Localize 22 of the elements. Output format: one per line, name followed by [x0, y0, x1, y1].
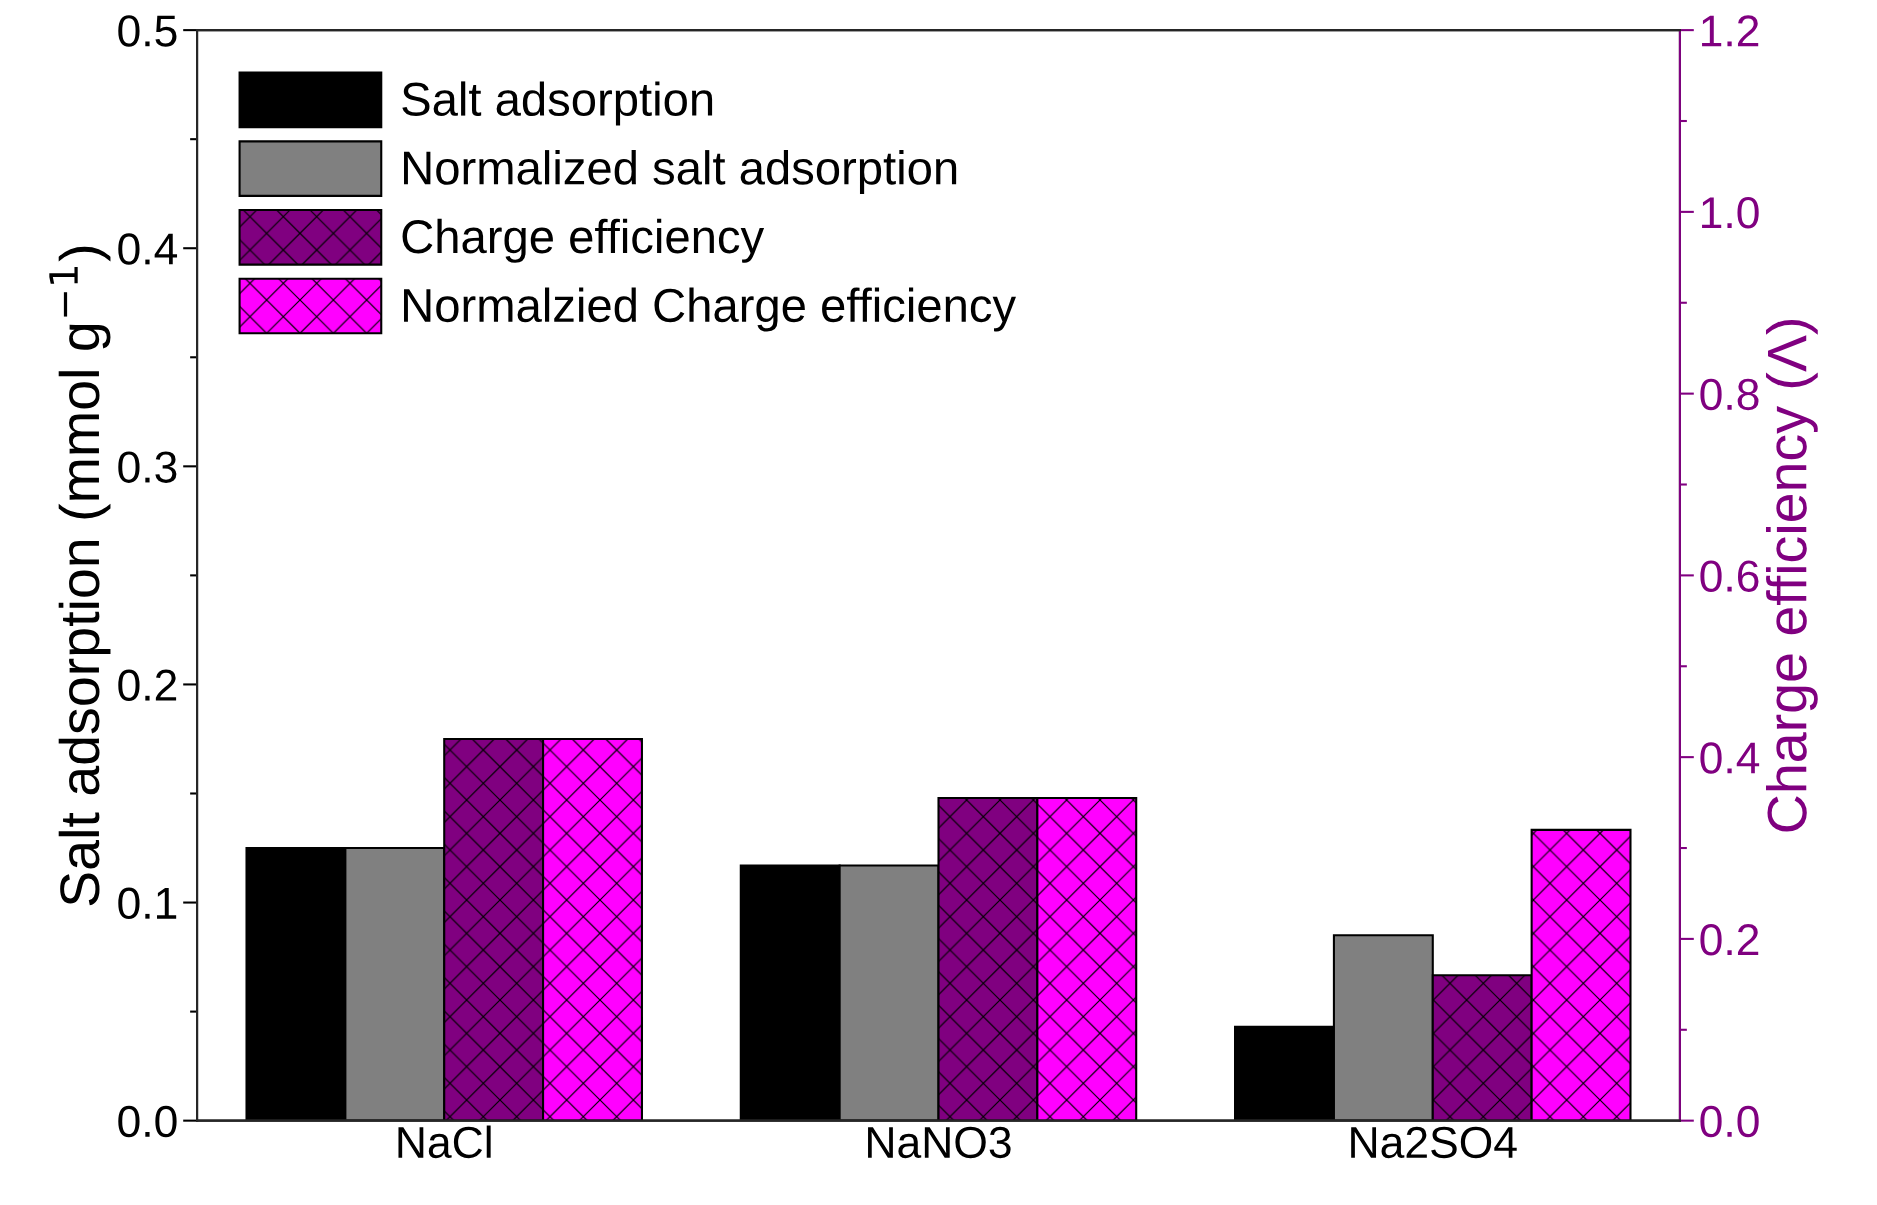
y2-tick-label: 1.0	[1702, 196, 1759, 229]
y-tick-label: 0.3	[118, 451, 177, 483]
legend-label: Charge efficiency	[402, 218, 765, 263]
y2-tick-label: 0.8	[1700, 378, 1759, 411]
y2-tick-label: 1.2	[1702, 15, 1759, 47]
y2-axis-title: Charge efficiency (Λ)	[1766, 319, 1818, 832]
x-tick-label: NaNO3	[868, 1126, 1011, 1159]
y2-tick-label: 0.0	[1700, 1105, 1759, 1138]
y-tick-label: 0.0	[118, 1105, 177, 1138]
y2-tick-label: 0.4	[1700, 742, 1760, 774]
x-tick-label: NaCl	[398, 1125, 491, 1159]
legend-label: Salt adsorption	[402, 81, 713, 126]
y-tick-label: 0.5	[118, 15, 177, 47]
y-tick-label: 0.2	[118, 669, 177, 701]
y2-tick-label: 0.2	[1700, 923, 1759, 956]
y2-tick-label: 0.6	[1700, 560, 1759, 592]
legend-label: Normalized salt adsorption	[404, 150, 957, 195]
y-axis-title: Salt adsorption (mmol g$^{−1}$)	[49, 246, 111, 906]
x-tick-label: Na2SO4	[1351, 1126, 1517, 1159]
y-tick-label: 0.1	[118, 887, 177, 920]
y-tick-label: 0.4	[118, 233, 178, 265]
legend-label: Normalzied Charge efficiency	[404, 287, 1016, 332]
